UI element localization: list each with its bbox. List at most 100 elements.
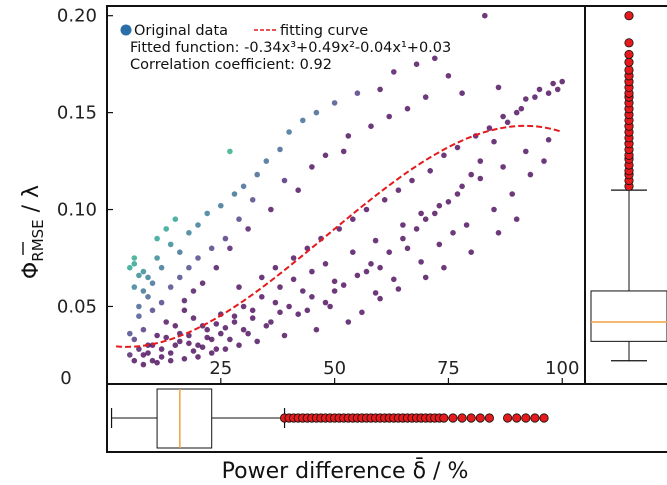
data-point <box>177 249 183 255</box>
data-point <box>359 309 365 316</box>
data-point <box>131 284 138 290</box>
data-point <box>195 255 201 261</box>
data-point <box>140 352 147 358</box>
data-point <box>177 274 183 281</box>
data-point <box>295 187 302 193</box>
data-point <box>345 319 352 325</box>
data-point <box>381 197 388 203</box>
data-point <box>177 338 183 345</box>
data-point <box>163 226 169 232</box>
data-point <box>495 84 502 91</box>
x-tick-label: 50 <box>323 358 346 379</box>
y-outlier-point <box>624 57 634 67</box>
data-point <box>286 129 292 135</box>
data-point <box>350 249 356 255</box>
data-point <box>149 357 156 364</box>
data-point <box>172 216 179 222</box>
data-point <box>445 199 452 205</box>
data-point <box>395 187 402 193</box>
x-outlier-point <box>466 413 476 423</box>
data-point <box>404 245 411 252</box>
data-point <box>391 276 397 283</box>
data-point <box>208 350 215 356</box>
x-box-iqr <box>156 388 213 449</box>
data-point <box>459 183 465 190</box>
data-point <box>372 237 379 244</box>
data-point <box>268 206 274 213</box>
data-point <box>245 330 251 337</box>
data-point <box>463 222 470 228</box>
data-point <box>172 323 179 329</box>
data-point <box>163 334 169 341</box>
data-point <box>249 307 256 314</box>
data-point <box>186 340 192 347</box>
data-point <box>218 330 224 337</box>
x-outlier-point <box>539 413 549 423</box>
data-point <box>368 261 374 267</box>
data-point <box>181 356 188 362</box>
data-point <box>231 319 238 325</box>
data-point <box>386 249 393 255</box>
data-point <box>231 191 238 197</box>
data-point <box>213 346 220 352</box>
data-point <box>227 245 233 252</box>
data-point <box>277 146 283 153</box>
data-point <box>504 119 511 126</box>
data-point <box>309 268 315 275</box>
data-point <box>422 94 429 100</box>
data-point <box>404 105 411 112</box>
data-point <box>477 175 484 182</box>
x-axis-ticks: 25 50 75 100 <box>209 358 579 384</box>
data-point <box>140 268 147 275</box>
data-point <box>154 359 160 366</box>
data-point <box>495 230 502 236</box>
data-point <box>158 299 165 306</box>
y-axis-title-symbol: Φ <box>19 262 44 279</box>
x-outlier-point <box>439 413 449 423</box>
data-point <box>154 235 160 242</box>
data-point <box>331 278 338 285</box>
data-point <box>513 109 520 116</box>
data-point <box>272 299 279 306</box>
data-point <box>281 177 288 184</box>
data-point <box>254 171 260 178</box>
data-point <box>418 210 424 217</box>
data-point <box>532 94 538 100</box>
data-point <box>149 307 156 314</box>
data-point <box>136 346 142 352</box>
x-tick-label: 100 <box>545 358 579 379</box>
data-point <box>240 183 247 190</box>
data-point <box>145 294 151 300</box>
x-outlier-point <box>457 413 467 423</box>
data-point <box>523 96 529 102</box>
data-point <box>259 294 265 300</box>
data-point <box>127 264 133 271</box>
data-point <box>409 177 415 184</box>
data-point <box>145 350 151 356</box>
data-point <box>468 171 475 178</box>
data-point <box>236 284 242 290</box>
y-outlier-point <box>624 38 634 48</box>
data-point <box>432 210 438 217</box>
data-point <box>331 100 338 106</box>
legend-label-original: Original data <box>134 23 228 39</box>
data-point <box>167 284 174 290</box>
data-point <box>131 336 138 343</box>
x-outlier-point <box>484 413 494 423</box>
data-point <box>167 350 174 356</box>
data-point <box>441 264 447 271</box>
data-point <box>391 69 397 75</box>
x-boxplot <box>110 388 549 449</box>
x-outlier-point <box>512 413 522 423</box>
x-boxplot-panel <box>106 383 667 453</box>
data-point <box>363 206 370 213</box>
data-point <box>277 284 283 290</box>
data-point <box>331 288 338 294</box>
data-point <box>536 86 543 93</box>
data-point <box>500 113 506 120</box>
data-point <box>340 282 347 288</box>
data-point <box>140 361 147 368</box>
data-point <box>432 55 438 62</box>
correlation-text: Correlation coefficient: 0.92 <box>130 57 332 73</box>
data-point <box>413 61 420 67</box>
